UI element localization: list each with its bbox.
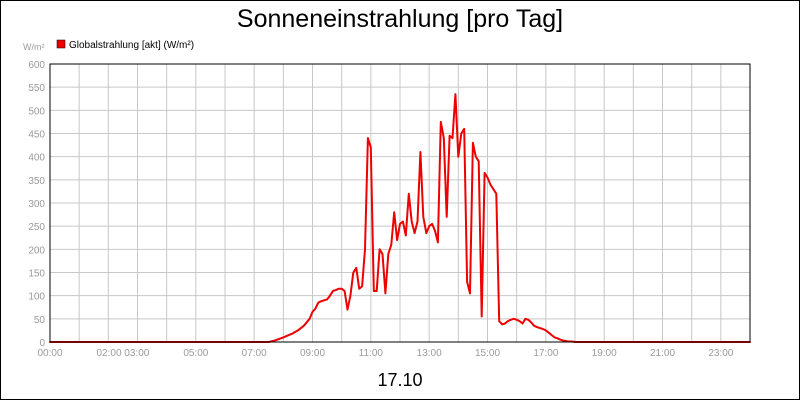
x-tick-label: 21:00 — [650, 348, 675, 359]
x-tick-label: 09:00 — [300, 348, 325, 359]
legend-swatch — [56, 39, 66, 49]
x-tick-label: 02:00 03:00 — [97, 348, 150, 359]
y-tick-label: 50 — [34, 315, 46, 326]
x-tick-label: 13:00 — [417, 348, 442, 359]
date-label: 17.10 — [377, 370, 422, 390]
x-tick-label: 23:00 — [708, 348, 733, 359]
series-layer — [49, 93, 751, 343]
y-tick-label: 400 — [28, 153, 45, 164]
x-tick-label: 07:00 — [242, 348, 267, 359]
y-tick-label: 100 — [28, 292, 45, 303]
chart-title: Sonneneinstrahlung [pro Tag] — [237, 5, 563, 33]
y-tick-label: 600 — [28, 60, 45, 71]
y-tick-label: 250 — [28, 222, 45, 233]
y-tick-label: 300 — [28, 199, 45, 210]
y-tick-label: 350 — [28, 176, 45, 187]
grid-lines — [50, 64, 750, 342]
y-axis-ticks: 0 50 100 150 200 250 300 350 400 450 500 550 600 — [28, 60, 45, 349]
y-tick-label: 0 — [39, 338, 45, 349]
series-line — [49, 93, 751, 343]
plot-area-border — [49, 63, 751, 343]
x-tick-label: 15:00 — [475, 348, 500, 359]
y-tick-label: 150 — [28, 269, 45, 280]
y-axis-unit-label: W/m² — [23, 42, 45, 52]
y-tick-label: 550 — [28, 83, 45, 94]
x-tick-label: 19:00 — [592, 348, 617, 359]
y-tick-label: 450 — [28, 130, 45, 141]
y-tick-label: 500 — [28, 106, 45, 117]
y-tick-label: 200 — [28, 245, 45, 256]
x-tick-label: 11:00 — [359, 348, 384, 359]
x-tick-label: 00:00 — [37, 348, 62, 359]
x-axis-ticks: 00:00 02:00 03:00 05:00 07:00 09:00 11:00 13:0… — [37, 348, 733, 359]
x-tick-label: 17:00 — [533, 348, 558, 359]
legend-label: Globalstrahlung [akt] (W/m²) — [69, 40, 194, 51]
x-tick-label: 05:00 — [183, 348, 208, 359]
